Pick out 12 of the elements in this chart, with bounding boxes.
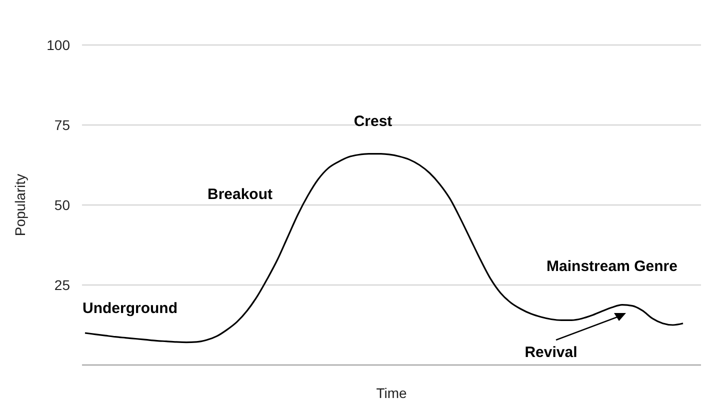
y-tick-label: 100: [46, 36, 70, 53]
annotation: Revival: [524, 344, 578, 361]
annotation: Crest: [354, 113, 392, 130]
annotation: Underground: [82, 300, 178, 317]
x-axis-title: Time: [376, 385, 408, 401]
y-tick-label: 75: [54, 116, 70, 133]
line-series: [84, 153, 684, 344]
y-tick-label: 50: [54, 196, 70, 213]
annotation: Mainstream Genre: [546, 258, 678, 275]
y-axis-title: Popularity: [12, 174, 28, 236]
annotation: Breakout: [207, 186, 273, 203]
y-tick-label: 25: [54, 276, 70, 293]
